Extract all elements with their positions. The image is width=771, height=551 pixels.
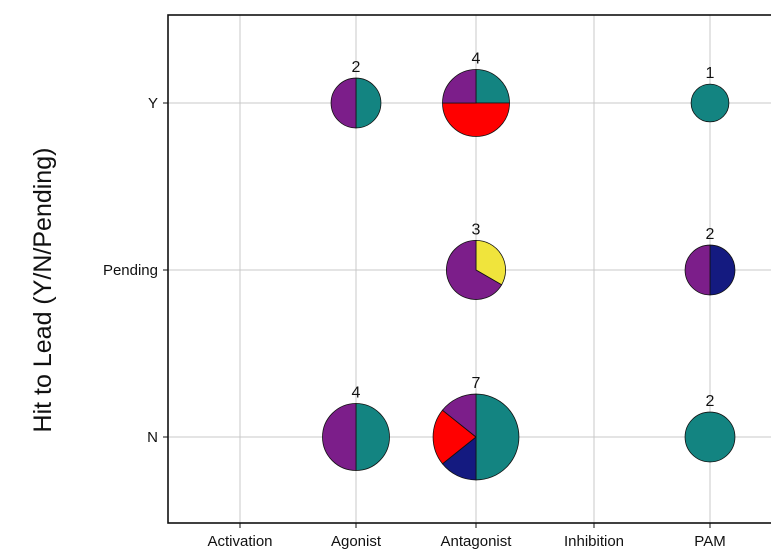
x-tick-antagonist: Antagonist — [441, 533, 513, 550]
x-tick-activation: Activation — [207, 533, 272, 550]
count-labels: 2 4 1 3 2 4 7 2 — [352, 51, 715, 411]
slice-teal — [475, 393, 520, 481]
slice-purple — [446, 240, 503, 300]
y-tick-n: N — [147, 429, 158, 446]
count-label-antagonist-n: 7 — [472, 375, 481, 392]
count-label-pam-y: 1 — [706, 65, 715, 82]
count-label-agonist-y: 2 — [352, 59, 361, 76]
slice-purple — [442, 69, 477, 104]
x-tick-pam: PAM — [694, 533, 725, 550]
pie-antagonist-n — [432, 393, 520, 481]
slice-purple — [330, 77, 357, 129]
plot-frame — [167, 14, 771, 524]
y-tick-y: Y — [148, 95, 158, 112]
count-label-pam-pending: 2 — [706, 226, 715, 243]
slice-teal — [355, 403, 390, 471]
count-label-antagonist-pending: 3 — [472, 221, 481, 238]
count-label-agonist-n: 4 — [352, 385, 361, 402]
x-tick-agonist: Agonist — [331, 533, 382, 550]
slice-purple — [441, 393, 477, 438]
pie-pam-y — [690, 83, 730, 123]
pie-pam-n — [684, 411, 736, 463]
count-label-antagonist-y: 4 — [472, 51, 481, 68]
slice-teal — [475, 69, 510, 104]
slice-red — [432, 409, 477, 465]
pie-agonist-y — [330, 77, 382, 129]
pie-antagonist-y — [442, 69, 510, 137]
x-tick-labels: Activation Agonist Antagonist Inhibition PAM — [207, 523, 726, 550]
slice-teal — [684, 411, 736, 463]
slice-purple — [322, 403, 357, 471]
slice-teal — [355, 77, 382, 129]
slice-yellow — [475, 240, 506, 286]
slice-red — [442, 102, 510, 137]
slice-teal — [690, 83, 730, 123]
slice-purple — [684, 244, 711, 296]
pie-antagonist-pending — [446, 240, 506, 300]
x-tick-inhibition: Inhibition — [564, 533, 624, 550]
y-axis-title: Hit to Lead (Y/N/Pending) — [29, 148, 57, 433]
count-label-pam-n: 2 — [706, 393, 715, 410]
y-tick-labels: Y Pending N — [103, 95, 168, 446]
pie-pam-pending — [684, 244, 736, 296]
pie-markers — [322, 69, 736, 481]
slice-navy — [709, 244, 736, 296]
y-tick-pending: Pending — [103, 262, 158, 279]
pie-agonist-n — [322, 403, 390, 471]
